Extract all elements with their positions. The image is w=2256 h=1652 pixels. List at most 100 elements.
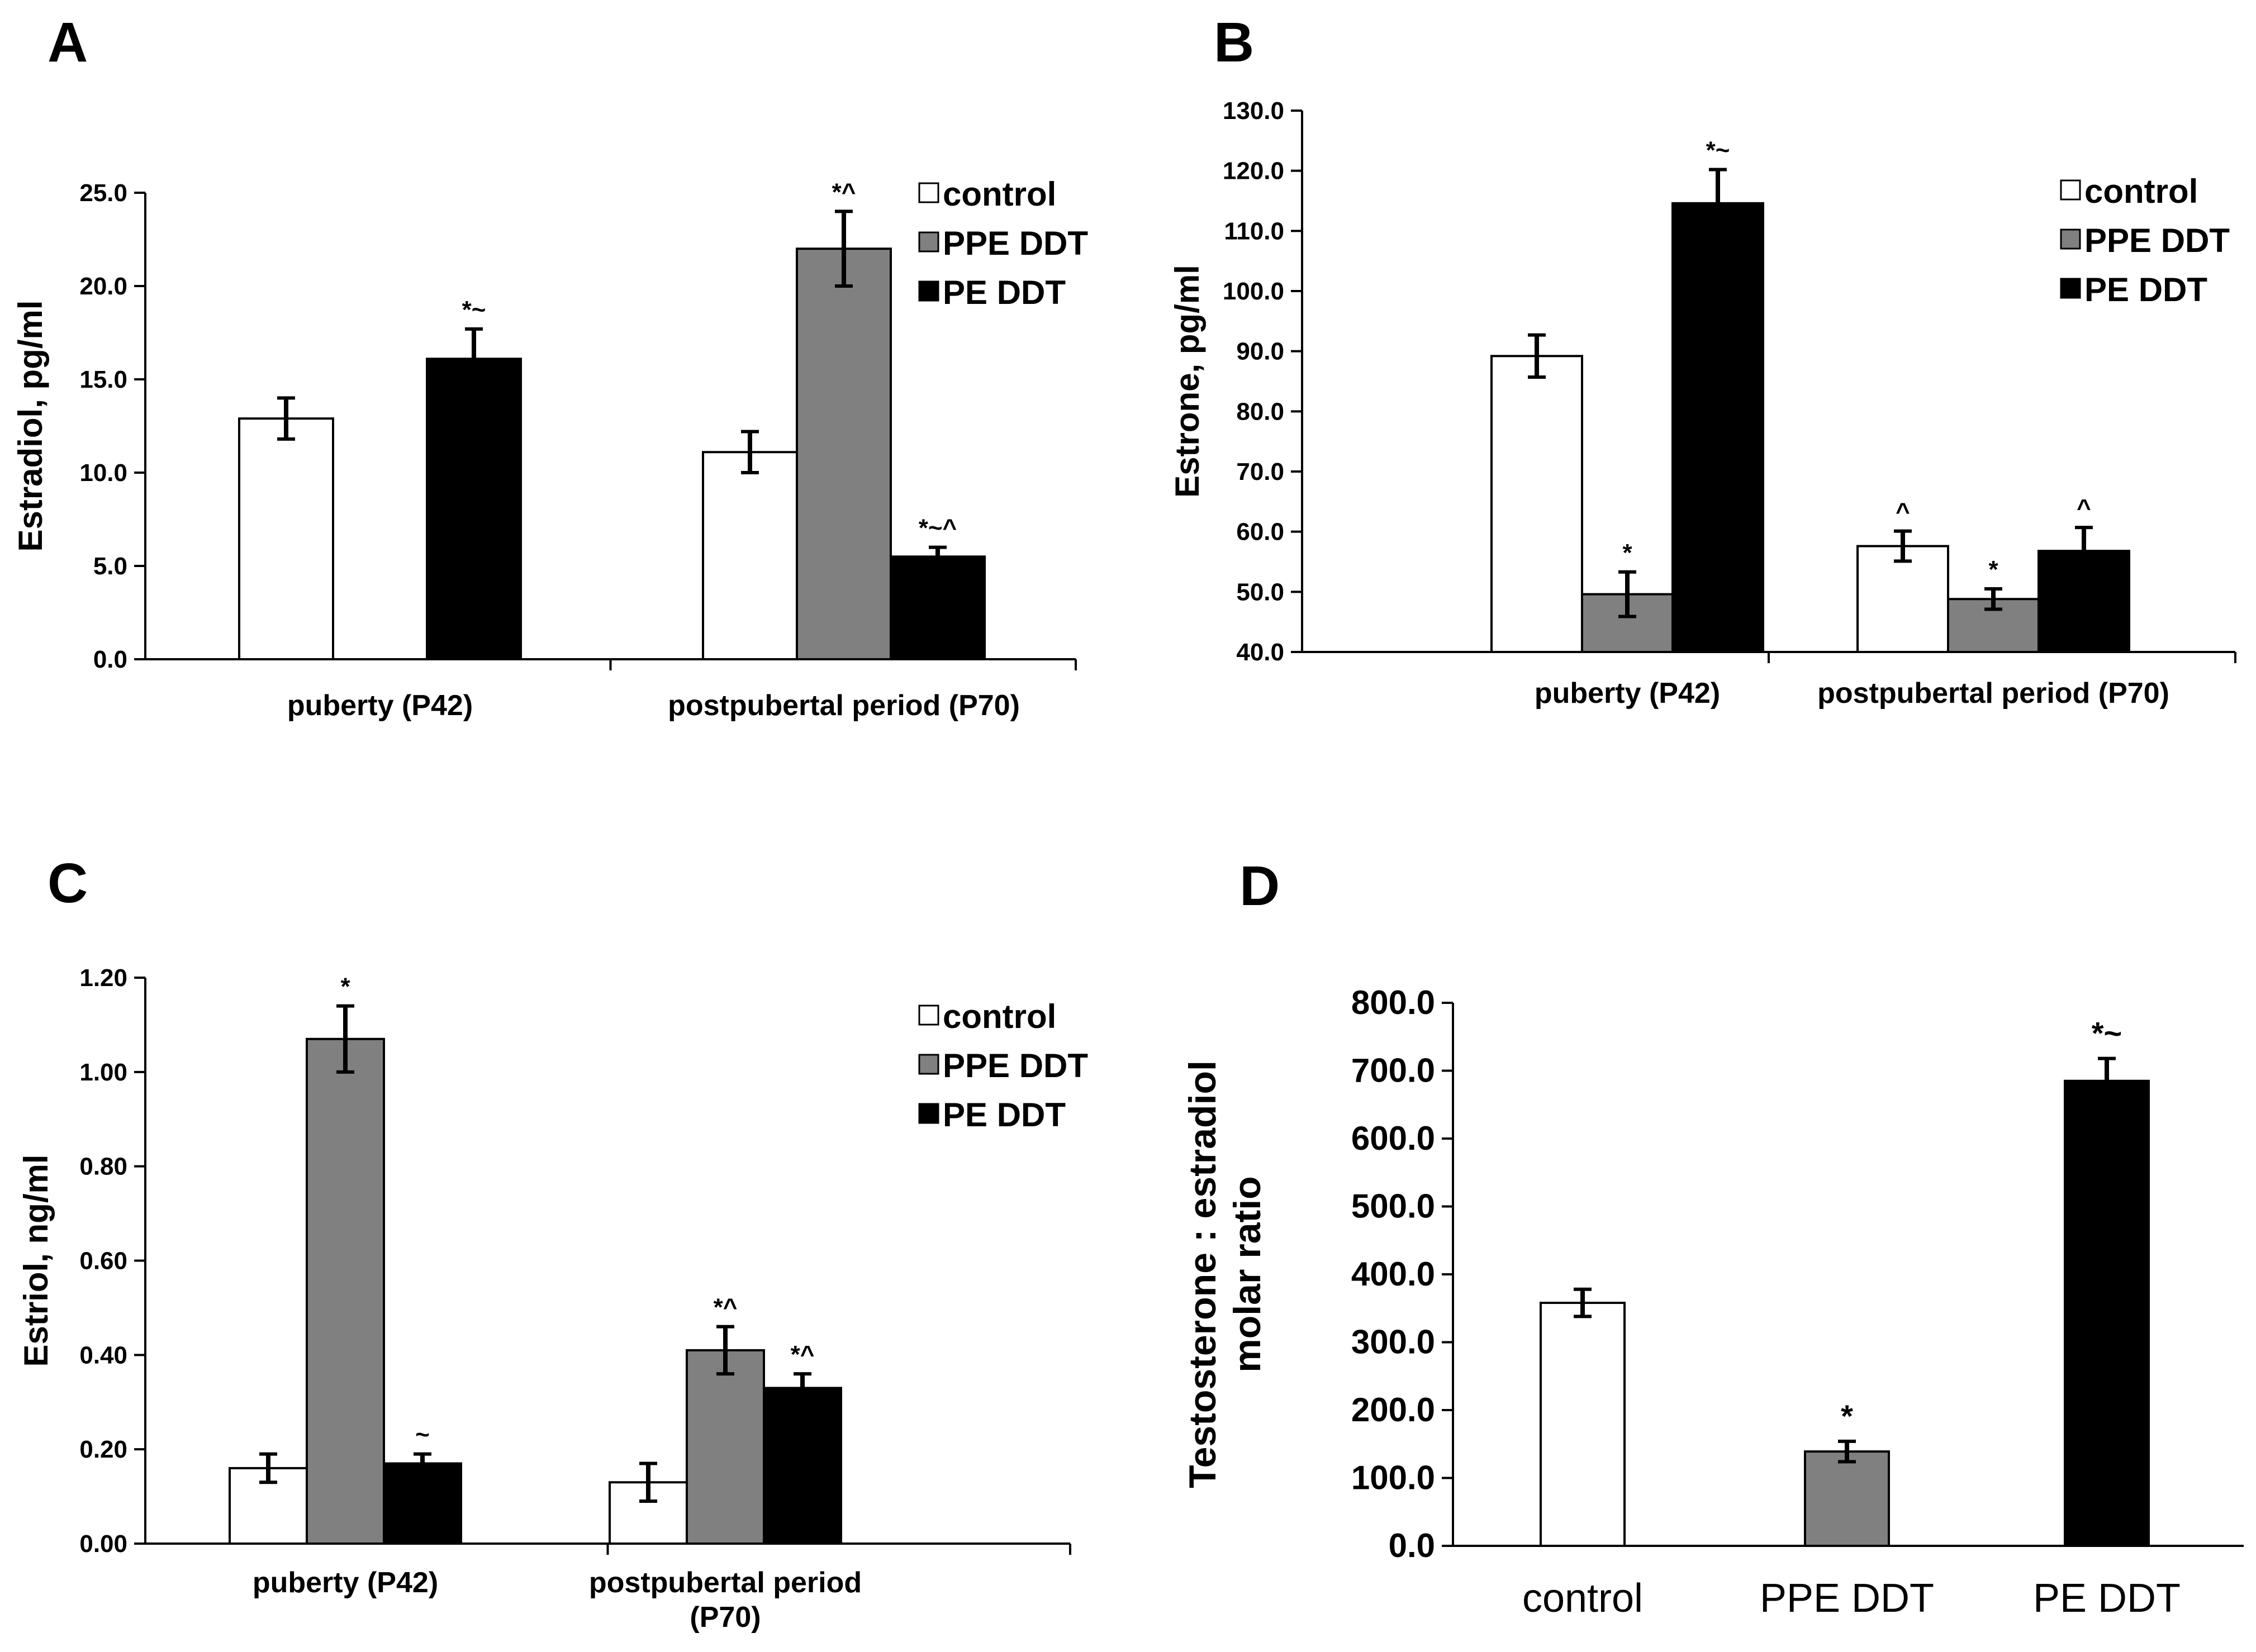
legend-label: control <box>943 175 1056 213</box>
y-tick-label: 20.0 <box>79 273 127 300</box>
y-tick-label: 70.0 <box>1236 458 1284 485</box>
y-tick-label: 700.0 <box>1351 1052 1435 1089</box>
y-tick-label: 1.20 <box>79 964 127 992</box>
y-tick-label: 110.0 <box>1224 217 1284 245</box>
x-category-label: puberty (P42) <box>287 689 473 722</box>
y-tick-label: 90.0 <box>1236 338 1284 365</box>
ppe-ddt-significance-label: *^ <box>832 178 856 206</box>
pe-ddt-significance-label: ~ <box>415 1421 430 1449</box>
control-significance-label: ^ <box>1896 498 1910 526</box>
panel-letter: C <box>48 852 88 915</box>
ppe-ddt-bar <box>796 247 892 660</box>
pe-ddt-bar <box>763 1387 842 1545</box>
legend-swatch <box>918 280 939 302</box>
pe-ddt-significance-label: *^ <box>791 1341 815 1368</box>
pe-ddt-significance-label: *~ <box>462 296 486 323</box>
x-category-label: PPE DDT <box>1760 1576 1934 1621</box>
y-tick-label: 5.0 <box>93 553 127 580</box>
y-tick-label: 60.0 <box>1236 518 1284 546</box>
ppe-ddt-significance-label: *^ <box>714 1294 738 1321</box>
y-tick-label: 10.0 <box>79 459 127 487</box>
y-axis-title: Estrone, pg/ml <box>1169 265 1206 498</box>
pe-ddt-significance-label: *~^ <box>919 515 957 542</box>
ppe-ddt-bar <box>306 1037 385 1545</box>
legend-swatch <box>918 1004 939 1026</box>
y-axis-title: Estradiol, pg/ml <box>12 300 49 551</box>
y-tick-label: 800.0 <box>1351 984 1435 1021</box>
ratio-bar <box>1540 1302 1626 1548</box>
ratio-significance-label: * <box>1841 1398 1853 1434</box>
ppe-ddt-significance-label: * <box>1622 539 1632 566</box>
y-axis-title: Estriol, ng/ml <box>17 1154 55 1367</box>
y-tick-label: 130.0 <box>1223 97 1284 125</box>
y-tick-label: 15.0 <box>79 366 127 393</box>
ppe-ddt-significance-label: * <box>340 973 350 1001</box>
legend-label: PPE DDT <box>943 1047 1088 1084</box>
y-tick-label: 100.0 <box>1351 1459 1435 1497</box>
y-tick-label: 1.00 <box>79 1059 127 1086</box>
y-axis-title: molar ratio <box>1226 1176 1269 1372</box>
x-category-label: puberty (P42) <box>253 1567 438 1599</box>
y-tick-label: 300.0 <box>1351 1323 1435 1361</box>
y-tick-label: 50.0 <box>1236 578 1284 606</box>
pe-ddt-bar <box>426 358 522 660</box>
y-tick-label: 600.0 <box>1351 1120 1435 1157</box>
legend-label: control <box>2084 173 2198 210</box>
panel-d: D 0.0 100.0 200.0 300.0 400.0 500.0 600.0 700.0 8… <box>1181 855 2244 1621</box>
legend-swatch <box>918 1054 939 1075</box>
panel-c: C 0.00 0.20 0.40 0.60 0.80 1.00 1.20 Estriol, ng… <box>17 852 1088 1634</box>
panel-letter: A <box>48 11 88 74</box>
y-tick-label: 0.0 <box>93 646 127 673</box>
pe-ddt-significance-label: ^ <box>2077 494 2091 522</box>
ppe-ddt-significance-label: * <box>1988 556 1998 583</box>
legend-swatch <box>2060 179 2081 201</box>
legend-label: PE DDT <box>943 274 1066 311</box>
panel-b: B 40.0 50.0 60.0 70.0 80.0 90.0 100.0 110.0 120.0… <box>1169 11 2236 710</box>
ratio-bar <box>2064 1079 2150 1547</box>
y-tick-label: 0.0 <box>1389 1527 1435 1564</box>
legend-swatch <box>918 231 939 253</box>
pe-ddt-significance-label: *~ <box>1706 137 1730 164</box>
panel-letter: B <box>1214 11 1254 74</box>
legend-swatch <box>2060 228 2081 250</box>
legend-label: PPE DDT <box>943 225 1088 262</box>
y-tick-label: 0.40 <box>79 1341 127 1369</box>
control-bar <box>609 1481 688 1545</box>
y-tick-label: 40.0 <box>1236 639 1284 666</box>
ratio-bar <box>1804 1450 1890 1547</box>
y-axis-title: Testosterone : estradiol <box>1181 1060 1224 1488</box>
y-tick-label: 100.0 <box>1223 278 1284 305</box>
x-category-label: control <box>1522 1576 1643 1621</box>
y-tick-label: 25.0 <box>79 179 127 207</box>
legend-label: PE DDT <box>943 1096 1066 1134</box>
legend-label: control <box>943 998 1056 1035</box>
legend-label: PE DDT <box>2084 271 2207 308</box>
y-tick-label: 120.0 <box>1223 158 1284 185</box>
x-category-label: PE DDT <box>2033 1576 2181 1621</box>
y-tick-label: 0.20 <box>79 1436 127 1463</box>
x-category-label: postpubertal period <box>589 1567 862 1599</box>
y-tick-label: 80.0 <box>1236 398 1284 425</box>
x-category-label: (P70) <box>690 1601 761 1634</box>
panel-letter: D <box>1239 855 1280 917</box>
legend-swatch <box>2060 278 2081 299</box>
legend-swatch <box>918 182 939 203</box>
ratio-significance-label: *~ <box>2092 1016 2122 1051</box>
y-tick-label: 0.80 <box>79 1153 127 1180</box>
x-category-label: puberty (P42) <box>1535 677 1720 710</box>
x-category-label: postpubertal period (P70) <box>1817 677 2169 710</box>
y-tick-label: 400.0 <box>1351 1255 1435 1293</box>
control-bar <box>1490 355 1583 653</box>
control-bar <box>238 417 334 660</box>
pe-ddt-bar <box>1671 202 1764 654</box>
pe-ddt-bar <box>890 555 986 660</box>
legend-label: PPE DDT <box>2084 222 2230 259</box>
x-category-label: postpubertal period (P70) <box>668 689 1020 722</box>
y-tick-label: 200.0 <box>1351 1391 1435 1429</box>
ppe-ddt-bar <box>686 1349 765 1545</box>
legend-swatch <box>918 1103 939 1124</box>
y-tick-label: 500.0 <box>1351 1188 1435 1225</box>
y-tick-label: 0.60 <box>79 1248 127 1275</box>
pe-ddt-bar <box>383 1462 462 1545</box>
